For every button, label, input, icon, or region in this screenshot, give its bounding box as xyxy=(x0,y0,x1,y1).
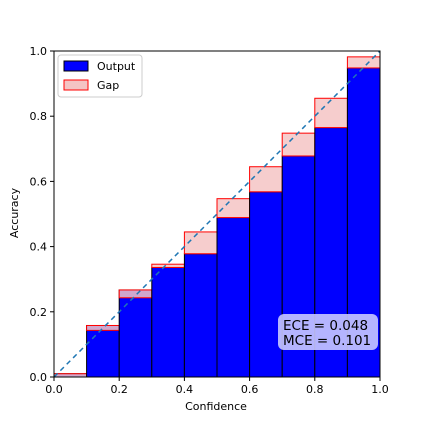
x-tick-label: 0.6 xyxy=(241,383,259,396)
y-axis-title: Accuracy xyxy=(8,187,21,238)
perfect-calibration-line xyxy=(53,50,381,378)
output-bar xyxy=(118,289,153,378)
x-tick-label: 0.2 xyxy=(110,383,128,396)
gap-bar xyxy=(183,231,218,255)
y-tick-label: 0.8 xyxy=(30,110,48,123)
y-tick-label: 1.0 xyxy=(30,45,48,58)
output-bar xyxy=(249,191,283,378)
gap-bar xyxy=(86,324,120,331)
ece-text: ECE = 0.048 xyxy=(283,318,368,334)
gap-bar xyxy=(249,166,283,193)
metrics-box xyxy=(278,314,378,350)
gap-bar xyxy=(346,56,381,69)
output-bar xyxy=(216,217,251,378)
y-tick-label: 0.6 xyxy=(30,175,48,188)
output-bar xyxy=(86,324,120,378)
plot-frame xyxy=(53,50,381,378)
gap-bar xyxy=(314,97,348,129)
legend-label-gap: Gap xyxy=(97,79,119,92)
x-axis-ticks: 0.0 0.2 0.4 0.6 0.8 1.0 xyxy=(45,377,389,396)
output-bar xyxy=(183,253,218,378)
legend-swatch-output xyxy=(63,60,89,72)
y-tick-label: 0.4 xyxy=(30,241,48,254)
legend-swatch-gap xyxy=(63,79,89,91)
x-tick-label: 0.0 xyxy=(45,383,63,396)
gap-bar xyxy=(151,263,185,268)
x-tick-label: 0.4 xyxy=(176,383,194,396)
y-tick-label: 0.2 xyxy=(30,306,48,319)
calibration-metrics: ECE = 0.048 MCE = 0.101 xyxy=(278,314,378,350)
gap-bar xyxy=(118,289,153,299)
legend-label-output: Output xyxy=(97,60,136,73)
y-tick-label: 0.0 xyxy=(30,371,48,384)
y-axis-ticks: 0.0 0.2 0.4 0.6 0.8 1.0 xyxy=(30,45,54,384)
legend: Output Gap xyxy=(57,54,143,98)
x-tick-label: 1.0 xyxy=(371,383,389,396)
output-bar xyxy=(151,266,185,378)
mce-text: MCE = 0.101 xyxy=(283,333,371,349)
x-axis-title: Confidence xyxy=(185,400,247,413)
gap-bar xyxy=(281,132,316,157)
x-tick-label: 0.8 xyxy=(306,383,324,396)
